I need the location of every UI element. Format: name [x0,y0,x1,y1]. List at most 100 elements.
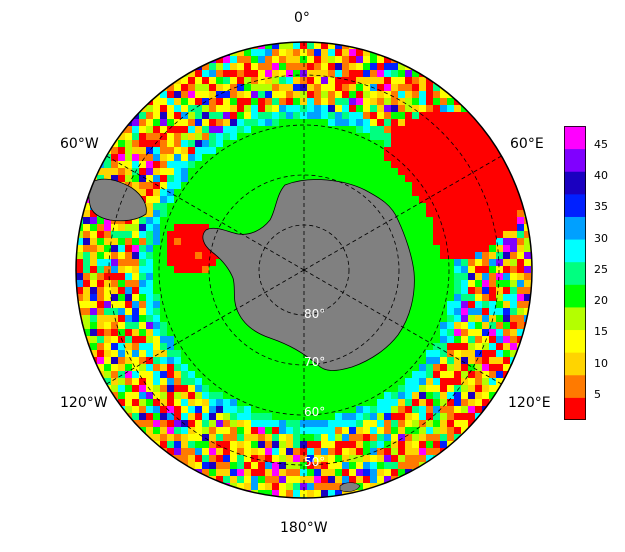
data-cell [328,175,335,182]
data-cell [307,462,314,469]
data-cell [160,399,167,406]
data-cell [258,182,265,189]
data-cell [153,420,160,427]
data-cell [265,455,272,462]
data-cell [286,357,293,364]
data-cell [83,210,90,217]
data-cell [370,371,377,378]
data-cell [223,329,230,336]
data-cell [272,168,279,175]
data-cell [447,147,454,154]
data-cell [174,196,181,203]
data-cell [426,161,433,168]
data-cell [531,308,532,315]
data-cell [328,133,335,140]
data-cell [202,350,209,357]
data-cell [314,133,321,140]
data-cell [216,350,223,357]
data-cell [314,49,321,56]
data-cell [181,252,188,259]
data-cell [377,154,384,161]
data-cell [454,105,461,112]
data-cell [328,105,335,112]
data-cell [300,483,307,490]
data-cell [216,483,223,490]
data-cell [447,224,454,231]
data-cell [377,112,384,119]
data-cell [125,378,132,385]
data-cell [412,154,419,161]
data-cell [209,189,216,196]
data-cell [90,308,97,315]
data-cell [202,364,209,371]
data-cell [118,147,125,154]
data-cell [321,77,328,84]
data-cell [300,175,307,182]
data-cell [286,350,293,357]
data-cell [342,147,349,154]
data-cell [363,392,370,399]
data-cell [244,154,251,161]
data-cell [503,203,510,210]
data-cell [223,476,230,483]
data-cell [160,287,167,294]
data-cell [412,161,419,168]
data-cell [237,434,244,441]
data-cell [188,259,195,266]
data-cell [104,266,111,273]
data-cell [139,350,146,357]
data-cell [335,98,342,105]
data-cell [461,238,468,245]
data-cell [216,406,223,413]
data-cell [181,280,188,287]
data-cell [230,336,237,343]
data-cell [258,371,265,378]
data-cell [503,210,510,217]
data-cell [412,462,419,469]
data-cell [377,448,384,455]
data-cell [482,224,489,231]
data-cell [83,252,90,259]
data-cell [461,203,468,210]
data-cell [363,427,370,434]
data-cell [188,280,195,287]
data-cell [209,133,216,140]
data-cell [223,448,230,455]
data-cell [412,245,419,252]
data-cell [167,196,174,203]
data-cell [328,413,335,420]
data-cell [209,350,216,357]
data-cell [314,371,321,378]
data-cell [468,126,475,133]
data-cell [496,189,503,196]
data-cell [146,427,153,434]
data-cell [370,63,377,70]
data-cell [104,315,111,322]
data-cell [230,490,237,497]
data-cell [237,427,244,434]
data-cell [251,105,258,112]
data-cell [104,357,111,364]
data-cell [174,189,181,196]
data-cell [293,56,300,63]
data-cell [160,147,167,154]
data-cell [293,420,300,427]
data-cell [307,427,314,434]
data-cell [216,336,223,343]
data-cell [405,336,412,343]
data-cell [272,63,279,70]
data-cell [237,329,244,336]
data-cell [454,420,461,427]
data-cell [328,427,335,434]
data-cell [160,168,167,175]
data-cell [293,161,300,168]
data-cell [419,252,426,259]
data-cell [356,49,363,56]
data-cell [503,357,510,364]
data-cell [188,378,195,385]
data-cell [223,105,230,112]
data-cell [160,196,167,203]
data-cell [202,203,209,210]
data-cell [510,217,517,224]
